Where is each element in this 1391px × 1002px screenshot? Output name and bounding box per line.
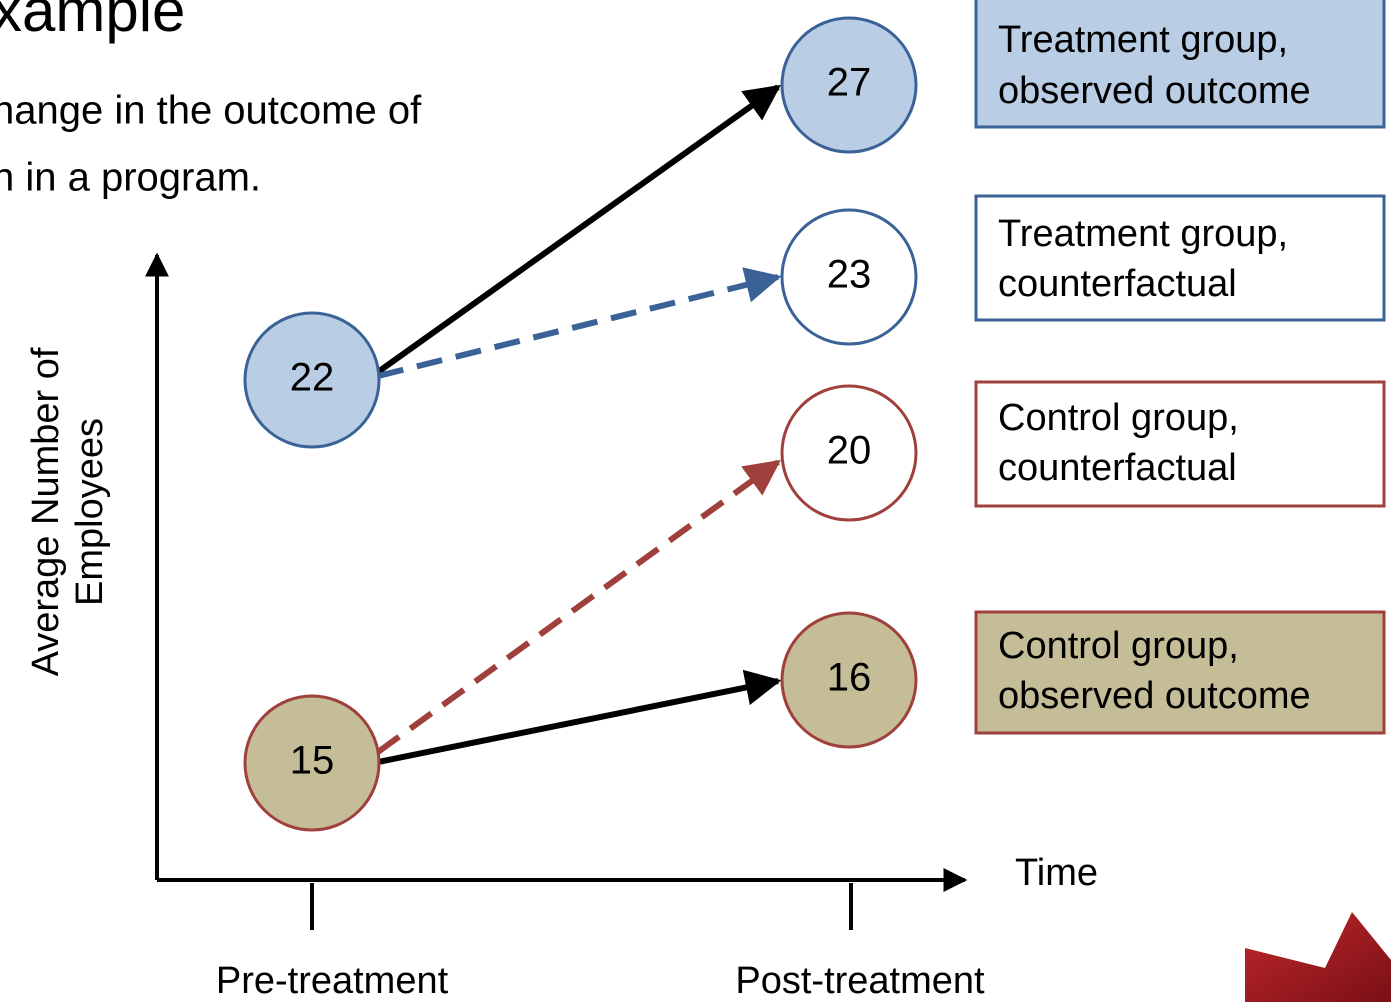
logo: [1245, 912, 1391, 1002]
node-label: 20: [827, 429, 872, 473]
dashed-arrow: [376, 459, 781, 755]
arrow: [376, 84, 781, 375]
legend: Treatment group, observed outcome Treatm…: [974, 0, 1386, 735]
legend-box: [974, 0, 1386, 129]
legend-text: observed outcome: [998, 675, 1311, 717]
node-label: 16: [827, 656, 872, 700]
legend-text: Treatment group,: [998, 213, 1288, 255]
legend-text: Treatment group,: [998, 19, 1288, 61]
legend-text: counterfactual: [998, 447, 1237, 489]
node: [780, 384, 918, 522]
nodes: 22 15 27 23 20 16: [243, 16, 918, 832]
y-axis-label-line: Average Number of: [25, 347, 67, 676]
node-label: 23: [827, 253, 872, 297]
x-tick-label: Post-treatment: [735, 960, 985, 1002]
legend-box: [974, 194, 1386, 322]
body-text: hange in the outcome of: [0, 89, 422, 133]
legend-text: observed outcome: [998, 70, 1311, 112]
node-label: 15: [290, 739, 335, 783]
node: [243, 694, 381, 832]
legend-text: Control group,: [998, 397, 1239, 439]
legend-box: [974, 610, 1386, 735]
slide-title: xample: [0, 0, 185, 44]
node-label: 22: [290, 356, 335, 400]
y-axis-label: Average Number of Employees: [25, 347, 111, 676]
node: [243, 311, 381, 449]
node: [780, 611, 918, 749]
y-axis-label-line: Employees: [69, 418, 111, 606]
dashed-arrow: [377, 267, 782, 379]
node: [780, 208, 918, 346]
x-tick-label: Pre-treatment: [216, 960, 449, 1002]
node-label: 27: [827, 61, 872, 105]
x-axis-label: Time: [1015, 852, 1098, 894]
legend-text: counterfactual: [998, 263, 1237, 305]
legend-box: [974, 380, 1386, 508]
body-text: n in a program.: [0, 156, 261, 200]
arrow: [377, 669, 782, 765]
legend-text: Control group,: [998, 625, 1239, 667]
node: [780, 16, 918, 154]
